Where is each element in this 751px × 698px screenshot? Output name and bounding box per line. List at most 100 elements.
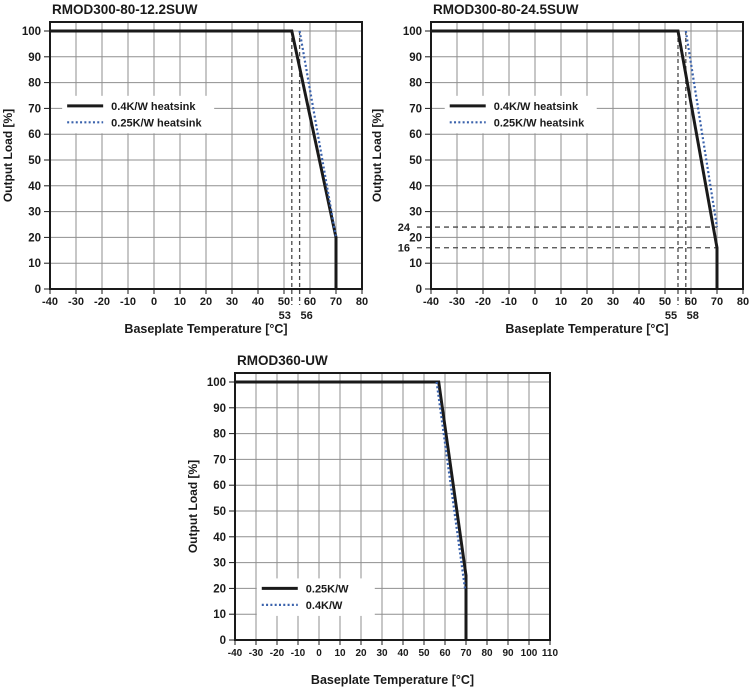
svg-text:50: 50 [278,296,290,308]
legend-label: 0.25K/W heatsink [111,117,202,129]
svg-text:100: 100 [403,26,422,38]
svg-text:20: 20 [213,583,226,595]
svg-text:60: 60 [685,296,697,308]
legend-label: 0.4K/W heatsink [111,101,196,113]
x-axis-label: Baseplate Temperature [°C] [505,322,668,336]
series-line-solid [431,29,719,289]
svg-text:30: 30 [213,558,226,570]
series-line-solid [50,29,338,289]
x-tick-labels: -40 -30 -20 -10 0 10 20 30 40 50 60 70 80 [423,296,749,308]
reference-markers: 55 58 24 16 [398,31,717,322]
svg-text:10: 10 [334,648,346,659]
marker-label-x: 56 [300,310,312,322]
x-axis-label: Baseplate Temperature [°C] [124,322,287,336]
svg-text:40: 40 [397,648,409,659]
svg-text:-30: -30 [68,296,84,308]
svg-text:20: 20 [28,232,41,244]
svg-text:40: 40 [213,532,226,544]
svg-text:30: 30 [607,296,619,308]
marker-label-x: 55 [665,310,677,322]
svg-text:50: 50 [213,506,226,518]
chart-svg-rmod360-uw: -40 -30 -20 -10 0 10 20 30 40 50 60 70 80 90 100 110 0 10… [186,353,559,687]
svg-text:0: 0 [416,284,422,296]
series-line-dotted [684,30,719,228]
svg-text:50: 50 [28,155,41,167]
svg-text:20: 20 [355,648,367,659]
y-axis-label: Output Load [%] [186,460,200,553]
svg-text:-40: -40 [42,296,58,308]
svg-text:60: 60 [439,648,451,659]
svg-text:0: 0 [151,296,157,308]
legend: 0.4K/W heatsink 0.25K/W heatsink [444,95,597,134]
legend: 0.25K/W 0.4K/W [256,578,375,616]
svg-text:50: 50 [409,155,422,167]
svg-text:20: 20 [581,296,593,308]
svg-text:50: 50 [418,648,430,659]
chart-svg-rmod300-80-12-2suw: 53 56 -40 -30 -20 -10 0 10 20 30 40 50 60 70 80 0 10 20 30… [1,2,368,336]
marker-label-x: 58 [687,310,699,322]
svg-text:100: 100 [207,377,226,389]
svg-text:60: 60 [409,129,422,141]
svg-text:60: 60 [213,480,226,492]
svg-text:-30: -30 [249,648,264,659]
chart-title: RMOD300-80-12.2SUW [52,2,198,17]
svg-text:80: 80 [28,78,41,90]
x-axis-label: Baseplate Temperature [°C] [311,673,474,687]
svg-text:110: 110 [542,648,559,659]
reference-markers: 53 56 [279,31,313,322]
svg-text:40: 40 [28,181,41,193]
svg-text:-40: -40 [228,648,243,659]
svg-text:40: 40 [252,296,264,308]
svg-text:-40: -40 [423,296,439,308]
svg-text:30: 30 [226,296,238,308]
y-tick-labels: 0 10 20 30 40 50 60 70 80 90 100 [403,26,422,296]
marker-label-y: 16 [398,243,410,255]
chart-rmod300-80-24-5suw: 55 58 24 16 -40 -30 -20 -10 0 10 20 30 40 50 60 70 80 0 10… [369,0,749,347]
svg-text:10: 10 [409,258,422,270]
svg-text:80: 80 [213,429,226,441]
svg-text:0: 0 [220,635,226,647]
svg-text:-10: -10 [501,296,517,308]
series-line-solid [235,380,468,640]
x-tick-labels: -40 -30 -20 -10 0 10 20 30 40 50 60 70 80 [42,296,368,308]
svg-text:0: 0 [35,284,41,296]
plot-frame [234,372,551,641]
svg-text:30: 30 [376,648,388,659]
svg-text:30: 30 [28,207,41,219]
svg-text:70: 70 [28,103,41,115]
chart-rmod360-uw: -40 -30 -20 -10 0 10 20 30 40 50 60 70 80 90 100 110 0 10… [185,351,565,698]
svg-text:-20: -20 [94,296,110,308]
grid [425,22,744,294]
svg-text:80: 80 [737,296,749,308]
legend-label: 0.4K/W heatsink [494,101,579,113]
y-tick-labels: 0 10 20 30 40 50 60 70 80 90 100 [207,377,226,647]
series-line-dotted [435,381,467,589]
svg-text:20: 20 [200,296,212,308]
chart-title: RMOD300-80-24.5SUW [433,2,579,17]
legend-label: 0.25K/W heatsink [494,117,585,129]
svg-text:70: 70 [213,454,226,466]
legend: 0.4K/W heatsink 0.25K/W heatsink [62,95,215,134]
svg-text:70: 70 [711,296,723,308]
series-line-dotted [298,30,338,238]
svg-text:40: 40 [409,181,422,193]
svg-text:10: 10 [555,296,567,308]
svg-text:20: 20 [409,232,422,244]
svg-text:70: 70 [409,103,422,115]
svg-text:10: 10 [174,296,186,308]
svg-text:70: 70 [330,296,342,308]
svg-text:30: 30 [409,207,422,219]
chart-rmod300-80-12-2suw: 53 56 -40 -30 -20 -10 0 10 20 30 40 50 60 70 80 0 10 20 30… [0,0,376,347]
svg-text:90: 90 [502,648,514,659]
x-tick-labels: -40 -30 -20 -10 0 10 20 30 40 50 60 70 80 90 100 110 [228,648,559,659]
svg-text:-30: -30 [449,296,465,308]
marker-label-y: 24 [398,222,411,234]
svg-text:0: 0 [316,648,322,659]
y-tick-labels: 0 10 20 30 40 50 60 70 80 90 100 [22,26,41,296]
svg-text:100: 100 [22,26,41,38]
y-axis-label: Output Load [%] [1,109,15,202]
svg-text:40: 40 [633,296,645,308]
plot-frame [49,21,363,290]
svg-text:70: 70 [460,648,472,659]
svg-text:80: 80 [356,296,368,308]
